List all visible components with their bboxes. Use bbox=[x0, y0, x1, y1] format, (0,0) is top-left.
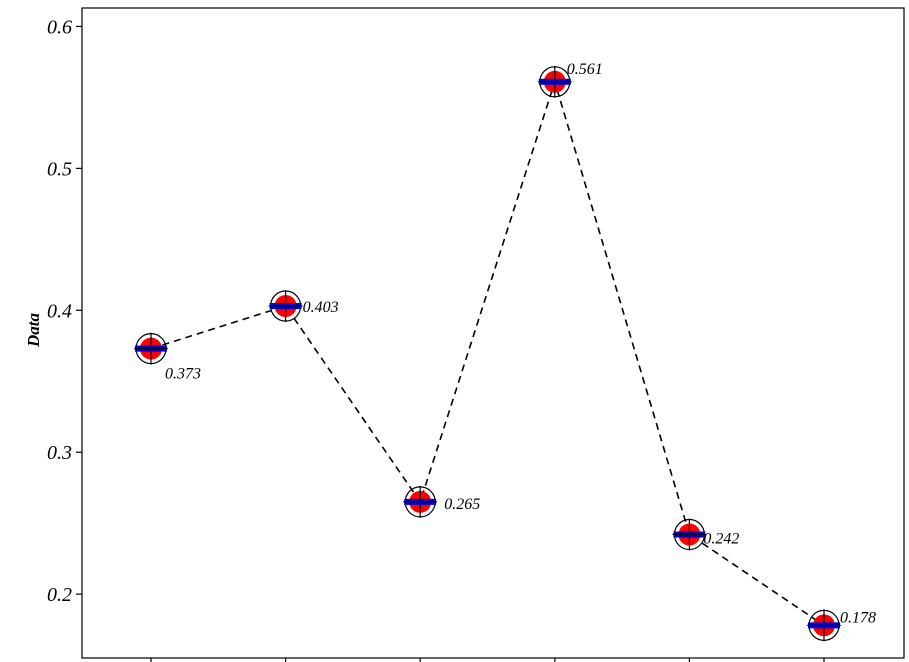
data-point: 0.403 bbox=[268, 290, 339, 323]
data-point: 0.178 bbox=[807, 609, 876, 642]
plot-frame bbox=[81, 7, 905, 659]
data-label: 0.403 bbox=[303, 299, 339, 316]
data-point: 0.265 bbox=[403, 485, 480, 518]
data-point: 0.373 bbox=[134, 332, 201, 383]
y-tick-label: 0.5 bbox=[47, 158, 72, 180]
y-tick-label: 0.3 bbox=[47, 442, 72, 464]
data-point: 0.561 bbox=[537, 61, 603, 98]
y-tick-label: 0.6 bbox=[47, 16, 72, 38]
y-tick-label: 0.2 bbox=[47, 584, 72, 606]
data-point: 0.242 bbox=[672, 518, 739, 551]
data-label: 0.178 bbox=[840, 609, 876, 626]
data-label: 0.373 bbox=[165, 366, 201, 383]
data-label: 0.242 bbox=[703, 531, 739, 548]
data-label: 0.265 bbox=[444, 496, 480, 513]
y-tick-label: 0.4 bbox=[47, 300, 72, 322]
y-axis-title: Data bbox=[24, 313, 43, 349]
data-label: 0.561 bbox=[567, 61, 603, 78]
